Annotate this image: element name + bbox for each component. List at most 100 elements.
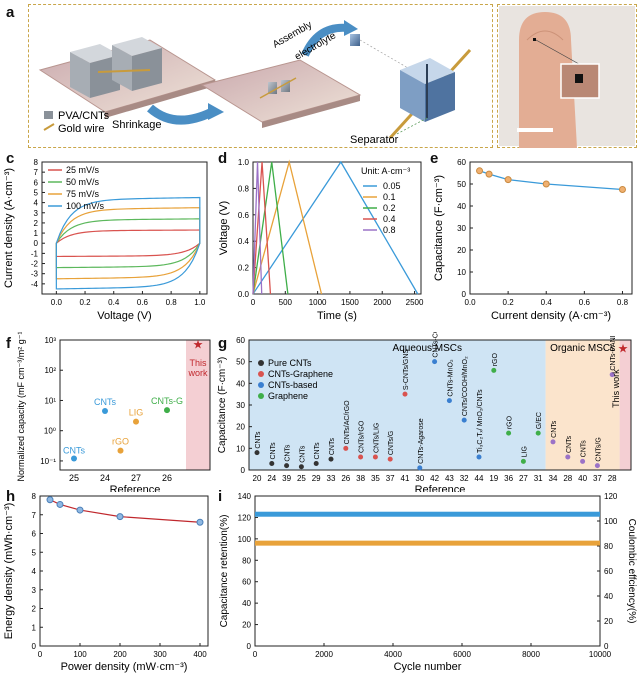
- g-point-label-18: LIG: [521, 446, 528, 457]
- gcd-ylabel: Voltage (V): [218, 201, 230, 255]
- g-legend-dot-2: [258, 382, 264, 388]
- g-point-6: [343, 445, 349, 451]
- g-point-0: [254, 450, 260, 456]
- g-point-9: [387, 456, 393, 462]
- g-xtick-label: 30: [415, 474, 424, 483]
- cyc-xtick-label: 8000: [522, 650, 540, 659]
- gcd-xlabel: Time (s): [317, 310, 357, 322]
- g-xtick-label: 32: [460, 474, 469, 483]
- cv-legend-label-2: 75 mV/s: [66, 189, 100, 199]
- cv-xtick-label: 0.8: [166, 298, 178, 307]
- rag-ytick-label: 4: [32, 567, 37, 576]
- g-legend-label-1: CNTs-Graphene: [268, 369, 333, 379]
- gcd-ytick-label: 0.4: [238, 237, 250, 246]
- gcd-ytick-label: 0.2: [238, 264, 250, 273]
- cv-ytick-label: -4: [31, 280, 39, 289]
- cv-legend-label-1: 50 mV/s: [66, 177, 100, 187]
- g-xtick-label: 37: [593, 474, 602, 483]
- g-point-label-6: CNTs/AC/rGO: [344, 400, 351, 445]
- panel-c-label: c: [6, 150, 15, 167]
- chart-h: 0 1 2 3 4 5 6 7 8 0 100 200 300 400 Power density (mW·…: [3, 492, 209, 673]
- f-xlabel: Reference: [110, 484, 161, 492]
- cv-xtick-label: 0.4: [108, 298, 120, 307]
- g-point-label-10: S-CNTs/GNS: [403, 349, 410, 391]
- g-xtick-label: 42: [430, 474, 439, 483]
- g-point-13: [446, 398, 452, 404]
- g-xtick-label: 25: [297, 474, 306, 483]
- cv-legend-label-3: 100 mV/s: [66, 201, 105, 211]
- panel-d-label: d: [218, 150, 228, 167]
- g-point-7: [358, 454, 364, 460]
- g-point-23: [594, 463, 600, 469]
- g-point-label-11: CNTs-Agarose: [418, 418, 425, 464]
- cap-ytick-label: 50: [457, 180, 466, 189]
- g-star-point: ★: [618, 342, 629, 356]
- g-point-label-21: CNTs: [566, 435, 573, 453]
- cv-ytick-label: 7: [34, 168, 39, 177]
- f-xtick-label: 26: [162, 473, 172, 483]
- panel-b: b: [497, 0, 640, 148]
- cap-ytick-label: 0: [462, 290, 467, 299]
- cap-point-1: [485, 170, 493, 178]
- rag-xtick-label: 200: [113, 650, 127, 659]
- cyc-ytick-label: 0: [247, 642, 252, 651]
- panel-a-frame: [28, 4, 493, 148]
- cv-xtick-label: 0.6: [137, 298, 149, 307]
- g-point-12: [432, 359, 438, 365]
- legend-gold-swatch: [43, 123, 55, 131]
- gcd-xtick-label: 1000: [309, 298, 327, 307]
- g-legend-dot-0: [258, 360, 264, 366]
- cv-ytick-label: 3: [34, 209, 39, 218]
- rag-xtick-label: 100: [73, 650, 87, 659]
- f-ytick-label: 10²: [44, 366, 56, 375]
- cyc-ytick-right-label: 80: [604, 542, 613, 551]
- f-axes: [59, 339, 211, 471]
- cyc-xtick-label: 4000: [384, 650, 402, 659]
- cyc-axes: [254, 495, 601, 647]
- g-point-label-22: CNTs: [581, 440, 588, 458]
- gcd-curve-1: [252, 159, 323, 295]
- f-xtick-label: 24: [100, 473, 110, 483]
- g-xtick-label: 26: [341, 474, 350, 483]
- chart-g: 0 10 20 30 40 50 60 20 24 39 25 29 33 26 38 35 37 41 30 42 4…: [217, 332, 632, 492]
- assembly-arrow: [301, 23, 349, 57]
- g-point-label-15: Ti₃C₂Tₓ/ MnO₂/CNTs: [477, 389, 484, 453]
- chart-e: 0 10 20 30 40 50 60 0.0 0.2 0.4 0.6 0.8 Current dens…: [433, 158, 633, 322]
- cap-axes: [469, 161, 633, 295]
- cv-xtick-label: 0.0: [51, 298, 63, 307]
- finger-photo: [499, 6, 635, 148]
- cv-xtick-label: 0.2: [79, 298, 91, 307]
- panel-f-label: f: [6, 335, 11, 352]
- g-ytick-label: 10: [236, 444, 245, 453]
- shrinkage-arrow: [147, 104, 214, 125]
- g-point-11: [417, 465, 423, 471]
- rag-point-4: [196, 518, 204, 526]
- cyc-xtick-label: 10000: [589, 650, 612, 659]
- cyc-ytick-label: 140: [238, 492, 252, 501]
- g-xtick-label: 31: [534, 474, 543, 483]
- g-point-1: [269, 461, 275, 466]
- g-thiswork-label: This work: [611, 369, 621, 408]
- g-point-8: [372, 454, 378, 460]
- rag-ytick-label: 5: [32, 548, 37, 557]
- g-xtick-label: 28: [608, 474, 617, 483]
- g-xtick-label: 27: [519, 474, 528, 483]
- g-point-label-20: CNTs: [551, 420, 558, 438]
- panel-i-label: i: [218, 488, 223, 505]
- f-point-2: [117, 447, 124, 454]
- legend-gold-label: Gold wire: [58, 123, 104, 135]
- g-xtick-label: 24: [267, 474, 276, 483]
- g-organic-region: [545, 340, 620, 470]
- f-point-3: [133, 418, 139, 425]
- cyc-ytick-label: 40: [242, 599, 251, 608]
- g-legend-label-2: CNTs-based: [268, 380, 318, 390]
- g-point-label-9: CNTs/G: [388, 431, 395, 456]
- f-ytick-label: 10⁻¹: [40, 457, 56, 466]
- g-point-label-2: CNTs: [285, 444, 292, 462]
- cap-point-0: [476, 167, 484, 175]
- g-xtick-label: 43: [445, 474, 454, 483]
- cyc-series-1: [255, 540, 600, 546]
- legend-pva-label: PVA/CNTs: [58, 110, 110, 122]
